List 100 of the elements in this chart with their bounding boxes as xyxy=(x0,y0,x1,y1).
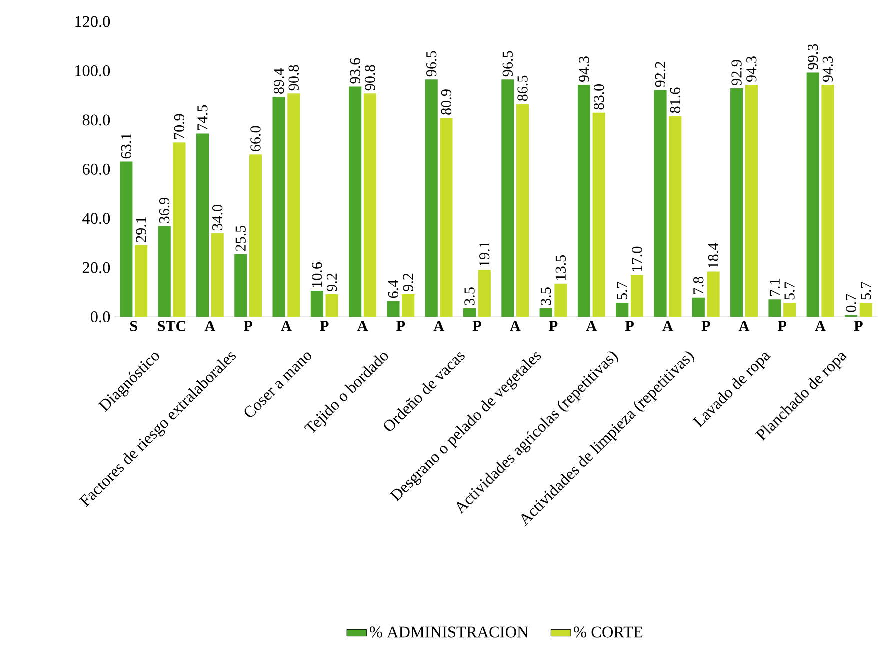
bar xyxy=(135,245,148,318)
data-label: 19.1 xyxy=(480,242,490,266)
bar xyxy=(173,142,186,318)
x-tick-label: P xyxy=(549,321,558,332)
data-label: 3.5 xyxy=(464,288,475,306)
x-tick-label: A xyxy=(662,321,674,332)
data-label: 25.5 xyxy=(236,226,246,252)
data-label: 86.5 xyxy=(518,76,528,102)
legend-label: % ADMINISTRACION xyxy=(370,626,528,638)
y-tick-label: 0.0 xyxy=(91,312,110,323)
bar xyxy=(326,294,338,318)
data-label: 18.4 xyxy=(708,243,719,268)
bar xyxy=(464,308,476,318)
y-tick-label: 60.0 xyxy=(82,164,110,175)
x-tick-label: A xyxy=(357,321,368,332)
bar xyxy=(272,97,286,318)
x-tick-label: P xyxy=(625,321,634,332)
x-tick-label: A xyxy=(204,321,216,332)
bar xyxy=(540,308,552,318)
data-label: 96.5 xyxy=(426,51,437,77)
y-tick-label: 80.0 xyxy=(82,114,110,126)
bar xyxy=(669,116,682,318)
data-label: 83.0 xyxy=(594,84,604,110)
bar xyxy=(440,118,453,318)
data-label: 0.7 xyxy=(846,294,856,312)
bar xyxy=(158,226,171,318)
bar xyxy=(860,303,872,318)
bar xyxy=(592,112,606,318)
x-tick-label: P xyxy=(396,321,406,332)
bar xyxy=(707,272,720,318)
bar xyxy=(288,94,300,318)
bar xyxy=(234,254,248,318)
bar xyxy=(554,284,568,318)
bar xyxy=(730,88,744,318)
bar xyxy=(502,80,514,318)
data-label: 94.3 xyxy=(579,56,590,82)
data-label: 29.1 xyxy=(136,217,146,242)
bar xyxy=(211,233,224,318)
legend-label: % CORTE xyxy=(574,626,643,638)
x-tick-label: A xyxy=(738,321,750,332)
bar xyxy=(402,294,415,318)
data-label: 66.0 xyxy=(250,126,261,152)
x-tick-label: P xyxy=(244,321,253,332)
data-label: 13.5 xyxy=(556,255,566,280)
data-label: 10.6 xyxy=(312,262,322,288)
bar xyxy=(516,104,530,318)
bar xyxy=(364,94,376,318)
data-label: 74.5 xyxy=(198,105,208,130)
data-label: 70.9 xyxy=(174,114,185,140)
data-label: 80.9 xyxy=(441,90,452,115)
y-tick-label: 40.0 xyxy=(82,213,110,224)
bar xyxy=(478,270,491,318)
x-tick-label: A xyxy=(586,321,598,332)
x-tick-label: A xyxy=(434,321,444,332)
bar xyxy=(692,298,705,318)
bar xyxy=(630,275,644,318)
y-tick-label: 20.0 xyxy=(82,262,110,274)
data-label: 93.6 xyxy=(350,58,360,84)
data-label: 5.7 xyxy=(861,282,872,300)
x-tick-label: S xyxy=(130,321,138,332)
bar xyxy=(654,90,667,318)
data-label: 63.1 xyxy=(121,134,132,159)
bar xyxy=(387,301,400,318)
data-label: 9.2 xyxy=(403,274,414,292)
data-label: 5.7 xyxy=(617,282,628,300)
data-label: 99.3 xyxy=(808,44,818,70)
data-label: 17.0 xyxy=(632,246,642,272)
data-label: 5.7 xyxy=(784,282,795,300)
bar xyxy=(784,303,796,318)
y-tick-label: 100.0 xyxy=(76,65,110,77)
x-tick-label: A xyxy=(510,321,521,332)
bar xyxy=(745,85,758,318)
bar xyxy=(249,154,262,318)
x-tick-label: A xyxy=(281,321,292,332)
x-tick-label: P xyxy=(778,321,787,332)
y-tick-label: 120.0 xyxy=(76,16,110,28)
data-label: 90.8 xyxy=(288,65,300,91)
bar xyxy=(196,134,210,318)
data-label: 9.2 xyxy=(326,274,338,292)
x-tick-label: P xyxy=(472,321,482,332)
x-tick-label: P xyxy=(854,321,863,332)
bar xyxy=(120,162,133,318)
x-tick-label: STC xyxy=(158,321,186,332)
bar xyxy=(425,80,438,318)
data-label: 89.4 xyxy=(274,68,284,94)
data-label: 6.4 xyxy=(388,280,399,298)
data-label: 36.9 xyxy=(159,198,170,223)
bar xyxy=(578,85,590,318)
x-tick-label: P xyxy=(320,321,329,332)
bar xyxy=(310,290,324,318)
data-label: 92.2 xyxy=(655,62,666,88)
data-label: 7.1 xyxy=(770,279,780,296)
data-label: 3.5 xyxy=(540,288,552,306)
data-label: 96.5 xyxy=(502,51,514,77)
data-label: 81.6 xyxy=(670,88,681,114)
bar xyxy=(822,85,834,318)
bar xyxy=(349,86,362,318)
bar xyxy=(806,72,820,318)
data-label: 92.9 xyxy=(732,60,742,86)
x-tick-label: A xyxy=(815,321,826,332)
